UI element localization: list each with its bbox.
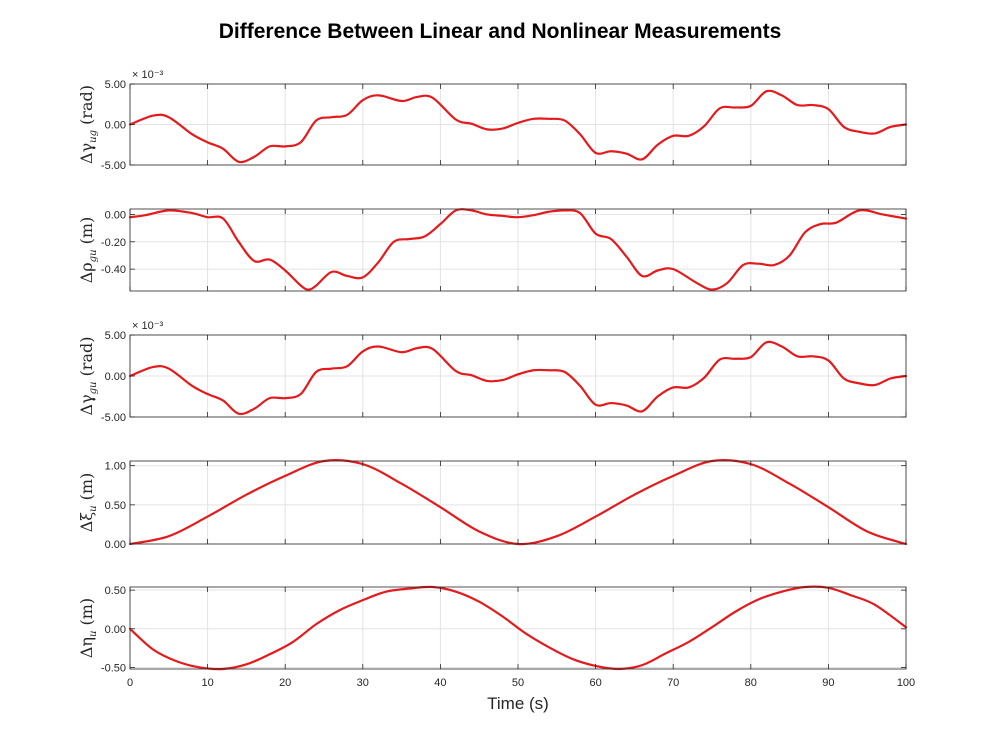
y-exponent-label: × 10⁻³ xyxy=(132,320,164,332)
series-line xyxy=(128,340,908,416)
y-axis-label: Δγug (rad) xyxy=(77,85,99,164)
y-axis-label-subscript: gu xyxy=(88,249,99,262)
y-tick-label: -5.00 xyxy=(101,412,126,424)
subplot-2: -0.40 -0.20 0.00 Δρgu (m) xyxy=(77,208,908,292)
y-axis-label-symbol: Δη xyxy=(77,637,96,658)
y-axis-label-subscript: ug xyxy=(88,130,99,143)
y-axis-label-symbol: Δξ xyxy=(77,512,96,533)
series-line xyxy=(128,89,908,164)
subplot-5: -0.50 0.00 0.50 0 10 20 30 40 50 60 70 80 90 100 Δηu (… xyxy=(77,585,915,689)
y-axis-label: Δηu (m) xyxy=(77,598,99,658)
y-axis-label-unit: (m) xyxy=(77,217,96,250)
x-tick-label: 50 xyxy=(512,677,524,689)
y-tick-label: 0.50 xyxy=(105,585,126,597)
x-tick-label: 30 xyxy=(357,677,369,689)
y-tick-label: 0.00 xyxy=(105,539,126,551)
x-tick-label: 80 xyxy=(745,677,757,689)
x-tick-label: 10 xyxy=(201,677,213,689)
y-axis-label-symbol: Δγ xyxy=(77,394,96,415)
x-tick-label: 20 xyxy=(279,677,291,689)
y-tick-label: 0.00 xyxy=(105,209,126,221)
x-tick-label: 100 xyxy=(897,677,915,689)
y-tick-label: -0.50 xyxy=(101,662,126,674)
x-tick-label: 40 xyxy=(434,677,446,689)
y-tick-label: 0.00 xyxy=(105,371,126,383)
x-tick-label: 0 xyxy=(127,677,133,689)
y-tick-label: 0.00 xyxy=(105,624,126,636)
y-tick-label: 0.00 xyxy=(105,120,126,132)
y-axis-label: Δρgu (m) xyxy=(77,217,99,284)
y-exponent-label: × 10⁻³ xyxy=(132,69,164,81)
subplot-1: -5.00 0.00 5.00 × 10⁻³ Δγug (rad) xyxy=(77,69,908,172)
y-axis-label: Δγgu (rad) xyxy=(77,337,99,416)
x-axis-label: Time (s) xyxy=(487,694,549,713)
y-axis-label-symbol: Δγ xyxy=(77,143,96,164)
y-tick-label: 5.00 xyxy=(105,330,126,342)
y-axis-label-unit: (rad) xyxy=(77,85,96,130)
subplot-3: -5.00 0.00 5.00 × 10⁻³ Δγgu (rad) xyxy=(77,320,908,424)
y-tick-label: 1.00 xyxy=(105,461,126,473)
y-axis-label-subscript: u xyxy=(88,631,99,637)
y-axis-label-symbol: Δρ xyxy=(77,262,96,283)
y-axis-label: Δξu (m) xyxy=(77,473,99,533)
y-axis-label-subscript: u xyxy=(88,505,99,511)
y-tick-label: -0.40 xyxy=(101,264,126,276)
series-line xyxy=(128,208,908,291)
series-line xyxy=(128,585,908,671)
x-tick-label: 60 xyxy=(589,677,601,689)
x-tick-label: 70 xyxy=(667,677,679,689)
y-axis-label-subscript: gu xyxy=(88,382,99,395)
y-axis-label-unit: (rad) xyxy=(77,337,96,382)
y-tick-label: -0.20 xyxy=(101,237,126,249)
chart-title: Difference Between Linear and Nonlinear … xyxy=(218,20,782,43)
y-tick-label: 0.50 xyxy=(105,500,126,512)
subplot-4: 0.00 0.50 1.00 Δξu (m) xyxy=(77,459,908,551)
y-axis-label-unit: (m) xyxy=(77,473,96,506)
y-tick-label: 5.00 xyxy=(105,79,126,91)
x-tick-label: 90 xyxy=(822,677,834,689)
y-tick-label: -5.00 xyxy=(101,160,126,172)
y-axis-label-unit: (m) xyxy=(77,598,96,631)
